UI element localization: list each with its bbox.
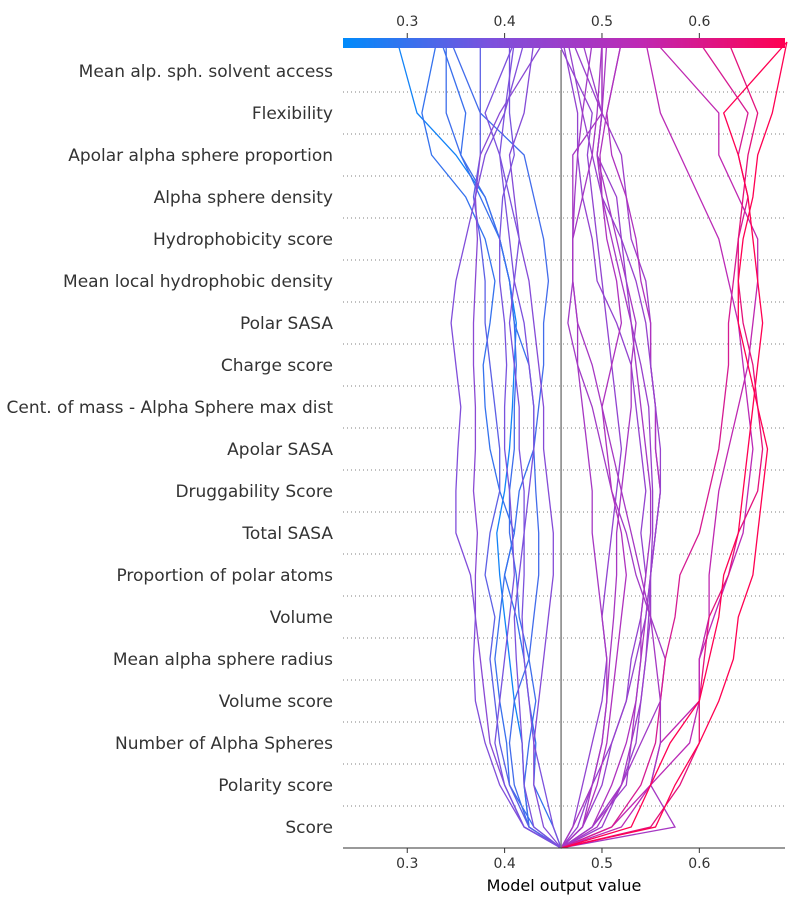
feature-label: Mean local hydrophobic density	[63, 272, 333, 292]
x-axis-title: Model output value	[487, 876, 642, 895]
feature-label: Polar SASA	[240, 314, 333, 334]
feature-labels: Mean alp. sph. solvent access Flexibility…	[6, 62, 333, 838]
decision-line	[484, 41, 562, 849]
decision-line	[421, 41, 562, 849]
decision-line	[560, 41, 662, 849]
x-tick-label-top: 0.5	[591, 14, 613, 30]
decision-line	[560, 41, 759, 849]
feature-label: Mean alp. sph. solvent access	[79, 62, 333, 82]
feature-label: Alpha sphere density	[154, 188, 333, 208]
x-tick-label-top: 0.6	[688, 14, 710, 30]
colorbar	[343, 38, 785, 48]
decision-line	[472, 41, 562, 849]
decision-lines	[396, 41, 788, 849]
decision-line	[472, 42, 562, 849]
feature-label: Polarity score	[218, 776, 333, 796]
decision-line	[560, 41, 788, 849]
decision-line	[557, 41, 623, 849]
decision-line	[445, 42, 562, 849]
x-tick-label-top: 0.3	[396, 14, 418, 30]
feature-label: Score	[285, 818, 333, 838]
feature-label: Total SASA	[241, 524, 333, 544]
decision-line	[560, 42, 652, 849]
decision-line	[560, 41, 627, 849]
decision-line	[560, 41, 754, 849]
decision-line	[560, 41, 788, 849]
decision-line	[560, 41, 749, 849]
feature-label: Flexibility	[252, 104, 333, 124]
feature-label: Proportion of polar atoms	[116, 566, 333, 586]
feature-label: Druggability Score	[175, 482, 333, 502]
decision-line	[560, 41, 677, 849]
decision-line	[450, 41, 562, 849]
x-tick-label-bottom: 0.4	[493, 856, 515, 872]
x-axes: 0.3 0.3 0.4 0.4 0.5 0.5 0.6 0.6	[343, 14, 785, 872]
feature-label: Cent. of mass - Alpha Sphere max dist	[6, 398, 333, 418]
decision-line	[560, 42, 608, 849]
decision-line	[508, 41, 562, 849]
feature-label: Number of Alpha Spheres	[115, 734, 333, 754]
feature-label: Charge score	[221, 356, 333, 376]
decision-line	[560, 41, 666, 849]
x-tick-label-top: 0.4	[493, 14, 515, 30]
x-tick-label-bottom: 0.5	[591, 856, 613, 872]
feature-label: Apolar alpha sphere proportion	[68, 146, 333, 166]
feature-label: Apolar SASA	[227, 440, 333, 460]
decision-line	[450, 41, 562, 849]
decision-line	[499, 41, 562, 849]
feature-label: Volume	[270, 608, 333, 628]
decision-line	[440, 41, 562, 849]
gridlines	[343, 91, 785, 849]
decision-line	[560, 41, 764, 849]
feature-label: Hydrophobicity score	[153, 230, 333, 250]
x-tick-label-bottom: 0.3	[396, 856, 418, 872]
decision-line	[560, 41, 662, 849]
x-tick-label-bottom: 0.6	[688, 856, 710, 872]
decision-line	[560, 41, 654, 849]
decision-line	[494, 42, 562, 849]
feature-label: Mean alpha sphere radius	[113, 650, 333, 670]
feature-label: Volume score	[219, 692, 333, 712]
